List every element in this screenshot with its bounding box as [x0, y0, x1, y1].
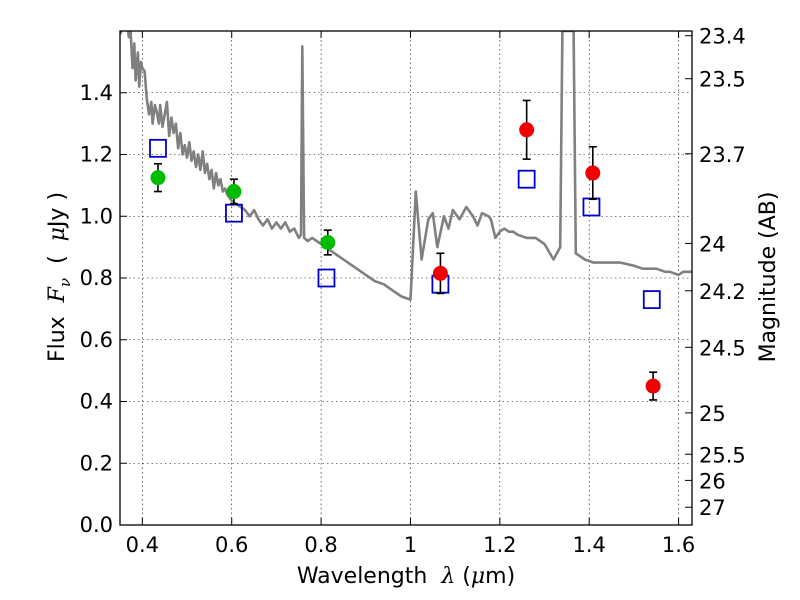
model-photometry-square — [149, 138, 167, 158]
magnitude-tick-label: 24.2 — [699, 280, 746, 304]
y-tick-label: 1.2 — [80, 143, 113, 167]
model-photometry-square — [317, 268, 336, 288]
y-tick-label: 0.2 — [80, 451, 113, 475]
y2-axis-title: Magnitude (AB) — [756, 192, 781, 363]
model-photometry-square — [517, 169, 536, 189]
y-tick-label: 0.8 — [80, 266, 113, 290]
x-tick-label: 0.6 — [215, 533, 248, 557]
magnitude-tick-label: 25 — [699, 402, 726, 426]
x-tick-label: 1.6 — [662, 533, 695, 557]
observed-flux-point — [150, 170, 166, 186]
y-axis-title: Flux Fν ( μJy ) — [45, 192, 74, 362]
x-tick-label: 0.4 — [126, 533, 159, 557]
magnitude-tick-label: 24.5 — [699, 336, 746, 360]
magnitude-tick-label: 23.7 — [699, 143, 746, 167]
magnitude-tick-label: 26 — [699, 469, 726, 493]
magnitude-tick-label: 25.5 — [699, 443, 746, 467]
magnitude-tick-label: 23.4 — [699, 25, 746, 49]
observed-flux-point — [226, 184, 242, 200]
observed-flux-point — [320, 234, 336, 250]
x-tick-label: 1.2 — [483, 533, 516, 557]
observed-photometry-layer — [150, 99, 661, 401]
magnitude-tick-label: 27 — [699, 496, 726, 520]
observed-flux-point — [519, 122, 535, 138]
observed-flux-point — [645, 378, 661, 394]
y-tick-label: 0.4 — [80, 390, 113, 414]
magnitude-tick-label: 23.5 — [699, 68, 746, 92]
y-tick-label: 1.4 — [80, 81, 113, 105]
observed-flux-point — [585, 165, 601, 181]
x-tick-label: 1 — [404, 533, 417, 557]
y-tick-label: 0.6 — [80, 328, 113, 352]
x-tick-label: 1.4 — [573, 533, 606, 557]
y-tick-label: 1.0 — [80, 204, 113, 228]
spectrum-line — [120, 31, 692, 301]
y-tick-label: 0.0 — [80, 513, 113, 537]
axis-ticks: 0.4 0.6 0.8 1 1.2 1.4 1.6 0.0 0.2 0.4 0.6 0.8 1.0 1.2… — [80, 25, 746, 557]
x-tick-label: 0.8 — [304, 533, 337, 557]
observed-flux-point — [432, 265, 448, 281]
x-axis-title: Wavelength λ (μm) — [297, 564, 515, 589]
model-photometry-square — [642, 290, 661, 310]
magnitude-tick-label: 24 — [699, 232, 726, 256]
spectrum-layer — [120, 31, 692, 301]
